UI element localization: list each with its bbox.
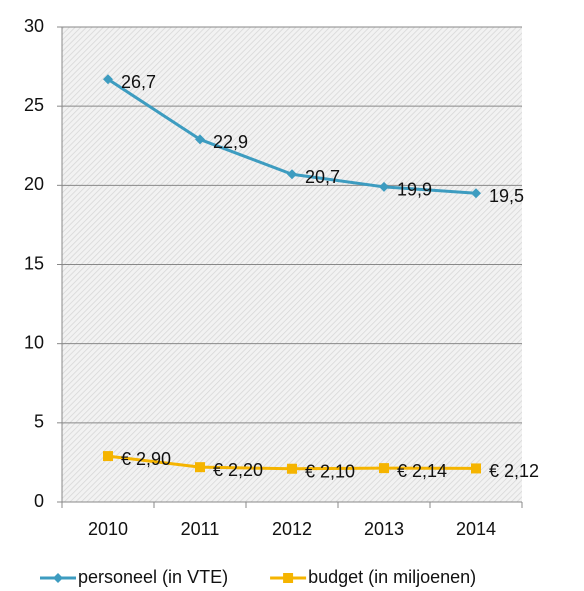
y-tick-label: 5	[34, 412, 44, 432]
data-label: 19,9	[397, 180, 432, 200]
data-label: € 2,14	[397, 461, 447, 481]
marker	[53, 573, 63, 583]
marker	[283, 573, 294, 583]
marker	[103, 74, 113, 85]
data-label: € 2,12	[489, 461, 539, 481]
marker	[379, 181, 389, 192]
marker	[287, 169, 297, 180]
marker	[287, 463, 297, 474]
data-label: € 2,90	[121, 449, 171, 469]
data-label: 26,7	[121, 72, 156, 92]
data-label: € 2,20	[213, 460, 263, 480]
marker	[195, 462, 205, 473]
x-tick-label: 2011	[181, 519, 220, 539]
x-tick-label: 2010	[88, 519, 128, 539]
y-tick-label: 20	[24, 174, 44, 194]
x-tick-label: 2013	[364, 519, 404, 539]
marker	[195, 134, 205, 145]
y-tick-label: 30	[24, 16, 44, 36]
data-label: 22,9	[213, 132, 248, 152]
y-tick-label: 15	[24, 253, 44, 273]
y-tick-label: 25	[24, 95, 44, 115]
legend-label: budget (in miljoenen)	[308, 567, 476, 587]
x-tick-label: 2014	[456, 519, 496, 539]
marker	[471, 463, 481, 474]
data-label: € 2,10	[305, 462, 355, 482]
marker	[103, 451, 113, 462]
marker	[471, 188, 481, 199]
marker	[379, 463, 389, 474]
y-tick-label: 10	[24, 332, 44, 352]
legend-label: personeel (in VTE)	[78, 567, 228, 587]
x-tick-label: 2012	[272, 519, 312, 539]
data-label: 20,7	[305, 167, 340, 187]
data-label: 19,5	[489, 186, 524, 206]
y-tick-label: 0	[34, 491, 44, 511]
